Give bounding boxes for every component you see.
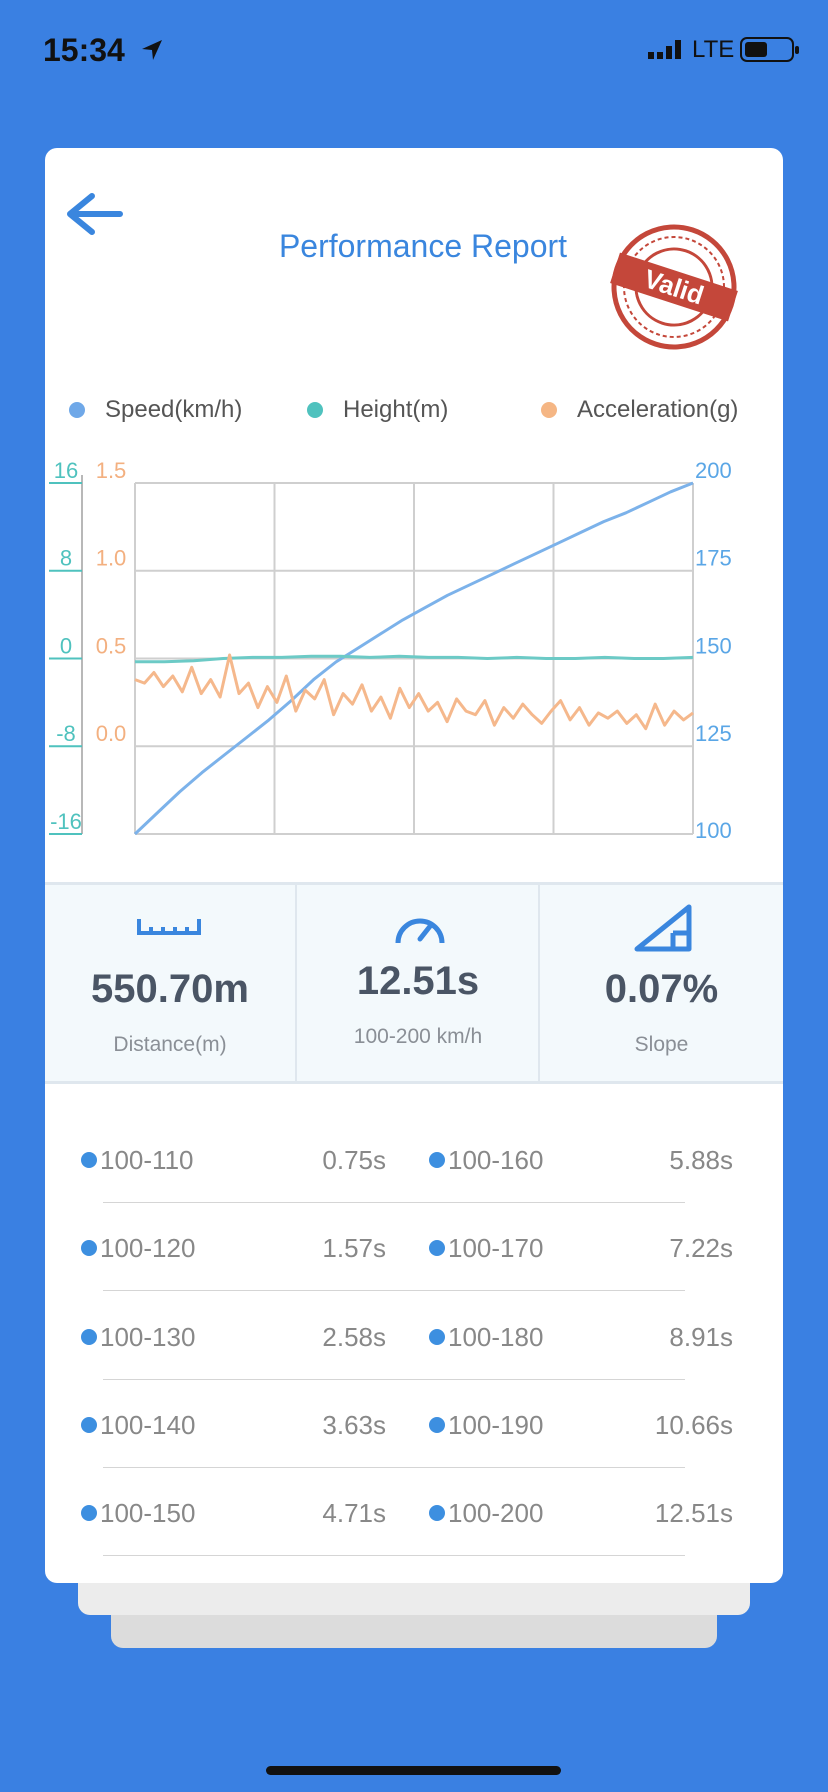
home-indicator xyxy=(266,1766,561,1775)
y-tick-label: -8 xyxy=(56,721,76,746)
y-tick-label: 16 xyxy=(54,458,78,483)
split-range: 100-110 xyxy=(100,1145,194,1175)
signal-icon xyxy=(648,40,681,59)
split-divider xyxy=(103,1290,685,1291)
split-time: 10.66s xyxy=(654,1410,733,1440)
split-time: 3.63s xyxy=(322,1410,386,1440)
split-divider xyxy=(103,1555,685,1556)
location-icon xyxy=(142,40,162,60)
y2-tick-label: 175 xyxy=(695,546,732,571)
report-card xyxy=(45,148,783,1583)
slope-icon xyxy=(634,904,692,952)
split-time: 12.51s xyxy=(654,1498,733,1528)
split-time: 1.57s xyxy=(322,1233,386,1263)
stat-label: 100-200 km/h xyxy=(353,1025,483,1048)
ruler-icon xyxy=(137,919,201,935)
split-divider xyxy=(103,1202,685,1203)
y2-tick-label: 200 xyxy=(695,458,732,483)
chart: 100 125 150 175 200 -16 -8 0 8 16 0.0 0.5 1.0 1.5 xyxy=(49,458,732,843)
split-dot xyxy=(81,1505,97,1521)
split-range: 100-150 xyxy=(100,1498,196,1528)
y3-tick-label: 0.5 xyxy=(96,633,127,658)
split-dot xyxy=(81,1417,97,1433)
legend-swatch xyxy=(307,402,323,418)
split-time: 5.88s xyxy=(669,1145,733,1175)
status-time: 15:34 xyxy=(43,32,125,68)
divider xyxy=(538,885,540,1081)
y2-tick-label: 100 xyxy=(695,818,732,843)
split-divider xyxy=(103,1379,685,1380)
stat-distance: 550.70m Distance(m) xyxy=(45,885,295,1081)
split-time: 2.58s xyxy=(322,1322,386,1352)
split-time: 4.71s xyxy=(322,1498,386,1528)
split-time: 8.91s xyxy=(669,1322,733,1352)
legend-swatch xyxy=(541,402,557,418)
stat-label: Distance(m) xyxy=(113,1033,227,1056)
network-type: LTE xyxy=(692,36,735,63)
split-range: 100-160 xyxy=(448,1145,544,1175)
legend-label: Height(m) xyxy=(343,396,449,423)
split-range: 100-200 xyxy=(448,1498,544,1528)
y3-tick-label: 1.0 xyxy=(96,546,127,571)
legend-swatch xyxy=(69,402,85,418)
battery-icon xyxy=(740,37,799,62)
stat-slope: 0.07% Slope xyxy=(540,885,783,1081)
back-button[interactable] xyxy=(64,190,124,240)
split-range: 100-120 xyxy=(100,1233,196,1263)
legend-label: Speed(km/h) xyxy=(105,396,243,423)
split-dot xyxy=(429,1240,445,1256)
split-dot xyxy=(429,1329,445,1345)
stat-label: Slope xyxy=(634,1033,689,1056)
legend-item: Height(m) xyxy=(307,396,448,424)
split-dot xyxy=(81,1240,97,1256)
split-dot xyxy=(81,1329,97,1345)
stat-time: 12.51s 100-200 km/h xyxy=(297,885,539,1081)
split-range: 100-140 xyxy=(100,1410,196,1440)
legend-label: Acceleration(g) xyxy=(577,396,739,423)
stat-value: 0.07% xyxy=(604,967,719,1011)
series-line xyxy=(134,653,694,731)
split-range: 100-130 xyxy=(100,1322,196,1352)
y-tick-label: -16 xyxy=(50,809,82,834)
split-time: 7.22s xyxy=(669,1233,733,1263)
split-dot xyxy=(429,1417,445,1433)
stat-value: 550.70m xyxy=(91,967,249,1011)
legend-item: Speed(km/h) xyxy=(69,396,242,424)
divider xyxy=(295,885,297,1081)
y-tick-label: 0 xyxy=(60,633,72,658)
y3-tick-label: 0.0 xyxy=(96,721,127,746)
stats-panel: 550.70m Distance(m) 12.51s 100-200 km/h … xyxy=(45,882,783,1084)
split-range: 100-180 xyxy=(448,1322,544,1352)
y2-tick-label: 125 xyxy=(695,721,732,746)
split-dot xyxy=(429,1152,445,1168)
series-line xyxy=(133,481,694,836)
split-divider xyxy=(103,1467,685,1468)
legend: Speed(km/h) Height(m) Acceleration(g) xyxy=(45,396,783,426)
legend-item: Acceleration(g) xyxy=(541,396,738,424)
y3-tick-label: 1.5 xyxy=(96,458,127,483)
split-range: 100-190 xyxy=(448,1410,544,1440)
speedometer-icon xyxy=(395,918,445,944)
split-dot xyxy=(429,1505,445,1521)
split-dot xyxy=(81,1152,97,1168)
valid-stamp: Valid xyxy=(610,224,738,350)
y-tick-label: 8 xyxy=(60,546,72,571)
split-range: 100-170 xyxy=(448,1233,544,1263)
stat-value: 12.51s xyxy=(356,959,480,1003)
split-time: 0.75s xyxy=(322,1145,386,1175)
y2-tick-label: 150 xyxy=(695,633,732,658)
page-title: Performance Report xyxy=(278,228,568,264)
